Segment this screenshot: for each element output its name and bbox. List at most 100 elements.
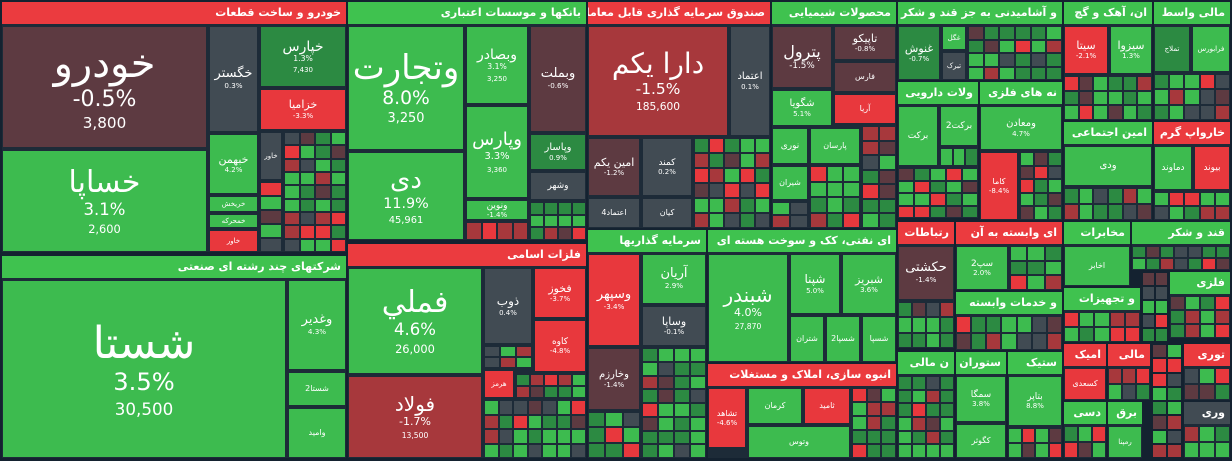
stock-tile[interactable]: وامید	[289, 409, 345, 457]
stock-tile[interactable]: خزامیا -3.3%	[261, 90, 345, 129]
stock-tile[interactable]: ومعادن 4.7%	[981, 107, 1061, 149]
stock-tile[interactable]: پترول -1.5%	[773, 27, 831, 87]
stock-tile[interactable]: ثامید	[805, 389, 849, 423]
stock-tile[interactable]: وغدیر 4.3%	[289, 281, 345, 369]
stock-tile[interactable]: دارا یکم -1.5% 185,600	[589, 27, 727, 135]
stock-tile[interactable]: کرمان	[749, 389, 801, 423]
stock-tile[interactable]: سیتا -2.1%	[1065, 27, 1107, 73]
sector-header[interactable]: ستوران	[956, 352, 1006, 374]
stock-tile[interactable]: غنوش -0.7%	[899, 27, 939, 79]
stock-tile[interactable]: فخوز -3.7%	[535, 269, 585, 317]
stock-tile[interactable]: سمگا 3.8%	[957, 377, 1005, 421]
stock-tile[interactable]: آریا	[835, 95, 895, 123]
sector-header[interactable]: خودرو و ساخت قطعات	[2, 2, 346, 24]
stock-tile[interactable]: ونوین -1.4%	[467, 201, 527, 219]
sector-header[interactable]: مالی	[1108, 344, 1150, 366]
stock-tile[interactable]: شپنا 5.0%	[791, 255, 839, 313]
sector-header[interactable]: وری	[1184, 402, 1230, 424]
stock-tile[interactable]: وخارزم -1.4%	[589, 349, 639, 409]
stock-tile[interactable]: بیوند	[1195, 147, 1229, 189]
sector-header[interactable]: نه های فلزی	[980, 82, 1062, 104]
stock-tile[interactable]: شسپا	[863, 317, 895, 361]
sector-header[interactable]: ن مالی	[898, 352, 954, 374]
sector-header[interactable]: رتباطات	[898, 222, 954, 244]
stock-tile[interactable]: تملاج	[1155, 27, 1189, 71]
sector-header[interactable]: فلزی	[1170, 272, 1230, 294]
stock-tile[interactable]: شبندر 4.0% 27,870	[709, 255, 787, 361]
stock-tile[interactable]: وتوس	[749, 427, 849, 457]
stock-tile[interactable]: رمپنا	[1109, 427, 1141, 457]
stock-tile[interactable]: خریخش	[210, 197, 257, 211]
stock-tile[interactable]: دی 11.9% 45,961	[349, 153, 463, 239]
stock-tile[interactable]: خساپا 3.1% 2,600	[3, 151, 206, 251]
stock-tile[interactable]: شگویا 5.1%	[773, 91, 831, 125]
stock-tile[interactable]: نوری	[773, 129, 807, 163]
sector-header[interactable]: و خدمات وابسته	[956, 292, 1062, 314]
stock-tile[interactable]: بتاپر 8.8%	[1009, 377, 1061, 425]
sector-header[interactable]: امین اجتماعی	[1064, 122, 1152, 144]
stock-tile[interactable]: وپاسار 0.9%	[531, 135, 585, 169]
stock-tile[interactable]: اعتماد4	[589, 199, 639, 227]
sector-header[interactable]: و آشامیدنی به جز قند و شکر	[898, 2, 1062, 24]
sector-header[interactable]: ولات دارویی	[898, 82, 978, 104]
sector-header[interactable]: ان، آهک و گچ	[1064, 2, 1152, 24]
stock-tile[interactable]: سپ2 2.0%	[957, 247, 1007, 289]
sector-header[interactable]: صندوق سرمایه گذاری قابل معامله	[588, 2, 770, 24]
stock-tile[interactable]: کاما -8.4%	[981, 153, 1017, 219]
stock-tile[interactable]: فملي 4.6% 26,000	[349, 269, 481, 373]
stock-tile[interactable]: شیران	[773, 167, 807, 199]
stock-tile[interactable]: خودرو -0.5% 3,800	[3, 27, 206, 147]
stock-tile[interactable]: وبصادر 3.1% 3,250	[467, 27, 527, 103]
sector-header[interactable]: توری	[1184, 344, 1230, 366]
stock-tile[interactable]: ذوب 0.4%	[485, 269, 531, 343]
stock-tile[interactable]: امین یکم -1.2%	[589, 139, 639, 195]
stock-tile[interactable]: اعتماد 0.1%	[731, 27, 769, 135]
stock-tile[interactable]: وپارس 3.3% 3,360	[467, 107, 527, 197]
stock-tile[interactable]: حکشتی -1.4%	[899, 247, 953, 299]
sector-header[interactable]: بانکها و موسسات اعتباری	[348, 2, 586, 24]
sector-header[interactable]: انبوه سازی، املاک و مستغلات	[708, 364, 896, 386]
stock-tile[interactable]: خپارس 1.3% 7,430	[261, 27, 345, 86]
sector-header[interactable]: خارواپ گرم	[1154, 122, 1230, 144]
stock-tile[interactable]: آریان 2.9%	[643, 255, 705, 303]
stock-tile[interactable]: وشهر	[531, 173, 585, 199]
stock-tile[interactable]: خبهمن 4.2%	[210, 135, 257, 193]
sector-header[interactable]: امیک	[1064, 344, 1106, 366]
stock-tile[interactable]: خاور	[261, 133, 281, 179]
sector-header[interactable]: ستیک	[1008, 352, 1062, 374]
stock-tile[interactable]: هرمز	[485, 371, 513, 397]
stock-tile[interactable]: فولاد -1.7% 13,500	[349, 377, 481, 457]
stock-tile[interactable]: وتجارت 8.0% 3,250	[349, 27, 463, 149]
stock-tile[interactable]: تبرک	[943, 53, 965, 79]
stock-tile[interactable]: تشاهد -4.6%	[709, 389, 745, 447]
stock-tile[interactable]: ودی	[1065, 147, 1151, 185]
stock-tile[interactable]: کیان	[643, 199, 691, 227]
sector-header[interactable]: دسی	[1064, 402, 1106, 424]
stock-tile[interactable]: شسپا2	[827, 317, 859, 361]
stock-tile[interactable]: شبریز 3.6%	[843, 255, 895, 313]
sector-header[interactable]: برق	[1108, 402, 1142, 424]
sector-header[interactable]: فلزات اسامی	[348, 244, 586, 266]
stock-tile[interactable]: کسعدی	[1065, 369, 1105, 399]
sector-header[interactable]: سرمایه گذاریها	[588, 230, 706, 252]
sector-header[interactable]: مالی واسط	[1154, 2, 1230, 24]
stock-tile[interactable]: وساپا -0.1%	[643, 307, 705, 345]
stock-tile[interactable]: فرابورس	[1193, 27, 1229, 71]
stock-tile[interactable]: دماوند	[1155, 147, 1191, 189]
stock-tile[interactable]: شستا2	[289, 373, 345, 405]
stock-tile[interactable]: خگستر 0.3%	[210, 27, 257, 131]
sector-header[interactable]: مخابرات	[1064, 222, 1130, 244]
stock-tile[interactable]: فارس	[835, 63, 895, 91]
stock-tile[interactable]: تاپیکو -0.8%	[835, 27, 895, 59]
stock-tile[interactable]: شستا 3.5% 30,500	[3, 281, 285, 457]
stock-tile[interactable]: خاور	[210, 231, 257, 251]
sector-header[interactable]: قند و شکر	[1132, 222, 1230, 244]
stock-tile[interactable]: غگل	[943, 27, 965, 49]
stock-tile[interactable]: کمند 0.2%	[643, 139, 691, 195]
stock-tile[interactable]: شتران	[791, 317, 823, 361]
stock-tile[interactable]: برکت	[899, 107, 937, 165]
stock-tile[interactable]: برکت2	[941, 107, 977, 145]
stock-tile[interactable]: وسپهر -3.4%	[589, 255, 639, 345]
stock-tile[interactable]: وبملت -0.6%	[531, 27, 585, 131]
stock-tile[interactable]: سیزوا 1.3%	[1111, 27, 1151, 73]
